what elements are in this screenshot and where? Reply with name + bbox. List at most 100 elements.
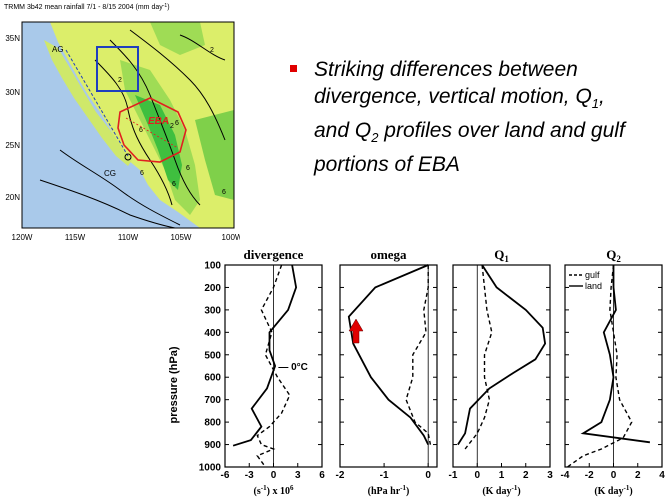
y-tick-label: 600	[204, 373, 221, 384]
x-tick-label: -2	[336, 470, 345, 481]
ag-label: AG	[52, 45, 64, 54]
y-tick-label: 1000	[199, 463, 222, 474]
x-tick-label: 2	[523, 470, 529, 481]
bullet-text: Striking differences between divergence,…	[290, 56, 660, 178]
lon-label: 105W	[171, 233, 192, 242]
series-line-gulf	[405, 265, 432, 445]
x-tick-label: 0	[611, 470, 617, 481]
land-green-high	[135, 95, 182, 190]
cg-label: CG	[104, 169, 116, 178]
x-tick-label: -6	[221, 470, 230, 481]
lat-label: 25N	[5, 141, 20, 150]
profile-panel: -1 0 1 2 3 Q1 (K day-1)	[449, 247, 554, 497]
contour-label: 6	[175, 120, 179, 127]
x-axis-label: (K day-1)	[594, 484, 632, 497]
bullet-line-2: divergence, vertical motion, Q1,	[314, 85, 605, 112]
contour-label: 6	[186, 165, 190, 172]
bullet-line-1: Striking differences between	[314, 58, 578, 81]
x-tick-label: -4	[561, 470, 570, 481]
land-peninsula	[44, 40, 132, 166]
legend-label-land: land	[585, 281, 602, 291]
y-tick-label: 400	[204, 328, 221, 339]
series-line-gulf	[256, 264, 291, 468]
x-tick-label: -3	[245, 470, 254, 481]
panel-title: omega	[370, 247, 407, 262]
x-tick-label: 0	[474, 470, 480, 481]
y-axis-label: pressure (hPa)	[168, 346, 180, 423]
series-line-land	[580, 265, 651, 444]
x-tick-label: 2	[635, 470, 641, 481]
lon-label: 100W	[222, 233, 240, 242]
lon-axis: 120W 115W 110W 105W 100W	[12, 233, 240, 242]
contour-line	[109, 39, 201, 206]
panel-frame	[339, 264, 438, 468]
profile-panel: -2 -1 0 omega (hPa hr-1)	[336, 247, 438, 497]
lat-axis: 35N 30N 25N 20N	[5, 34, 20, 202]
trmm-rainfall-map: TRMM 3b42 mean rainfall 7/1 - 8/15 2004 …	[4, 3, 240, 242]
x-tick-label: 3	[547, 470, 553, 481]
eba-label: EBA	[148, 116, 169, 127]
y-tick-labels: 100 200 300 400 500 600 700 800 900 1000	[199, 261, 222, 474]
y-tick-label: 700	[204, 395, 221, 406]
y-tick-label: 900	[204, 440, 221, 451]
lat-label: 30N	[5, 88, 20, 97]
contour-line	[179, 34, 226, 61]
cg-marker	[124, 153, 132, 161]
y-tick-label: 100	[204, 261, 221, 272]
study-box	[96, 46, 139, 92]
panel-title: divergence	[244, 247, 304, 262]
panel-title: Q1	[494, 247, 509, 264]
map-frame	[21, 21, 235, 229]
lon-label: 120W	[12, 233, 33, 242]
lon-label: 115W	[65, 233, 86, 242]
eba-region	[117, 97, 187, 163]
bullet-line-3: and Q2 profiles over land and gulf	[314, 119, 625, 146]
series-line-land	[457, 264, 547, 446]
land-green-east	[195, 110, 234, 200]
legend-label-gulf: gulf	[585, 270, 600, 280]
contour-line	[39, 179, 176, 228]
vertical-profiles-chart: pressure (hPa) 1002003004005006007008009…	[168, 247, 666, 497]
y-tick-label: 200	[204, 283, 221, 294]
x-tick-label: -1	[380, 470, 389, 481]
contour-labels: 2 6 6 2 6 6 6 2 6	[118, 47, 226, 196]
contour-label: 2	[210, 47, 214, 54]
x-tick-label: -2	[585, 470, 594, 481]
x-axis-label: (hPa hr-1)	[368, 484, 410, 497]
profile-panels: -6 -3 0 3 6 divergence (s-1) x 106 — 0°C -2 -1 0 om…	[221, 247, 666, 497]
series-line-gulf	[566, 264, 633, 468]
x-tick-label: 0	[425, 470, 431, 481]
panel-title: Q2	[606, 247, 621, 264]
contour-label: 6	[139, 127, 143, 134]
x-tick-label: 0	[271, 470, 277, 481]
x-tick-label: 6	[319, 470, 325, 481]
contour-label: 6	[222, 189, 226, 196]
land-green-north	[150, 22, 205, 55]
contour-label: 2	[170, 123, 174, 130]
x-axis-label: (K day-1)	[482, 484, 520, 497]
contour-line	[94, 59, 173, 206]
series-line-land	[347, 264, 430, 445]
series-line-land	[232, 264, 298, 447]
contour-label: 6	[172, 181, 176, 188]
contour-line	[59, 149, 181, 226]
y-tick-label: 500	[204, 350, 221, 361]
x-axis-label: (s-1) x 106	[254, 484, 294, 497]
bullet-point: Striking differences between divergence,…	[290, 56, 660, 178]
y-tick-label: 300	[204, 305, 221, 316]
panel-frame	[452, 264, 551, 468]
y-tick-label: 800	[204, 418, 221, 429]
x-tick-label: -1	[449, 470, 458, 481]
contour-label: 2	[118, 77, 122, 84]
lon-label: 110W	[118, 233, 139, 242]
x-tick-label: 1	[499, 470, 505, 481]
contour-line	[129, 29, 226, 141]
x-tick-label: 3	[295, 470, 301, 481]
lat-label: 35N	[5, 34, 20, 43]
ag-cg-axis	[65, 49, 129, 157]
profile-panel: -6 -3 0 3 6 divergence (s-1) x 106 — 0°C	[221, 247, 326, 497]
lat-label: 20N	[5, 193, 20, 202]
contour-label: 6	[140, 170, 144, 177]
